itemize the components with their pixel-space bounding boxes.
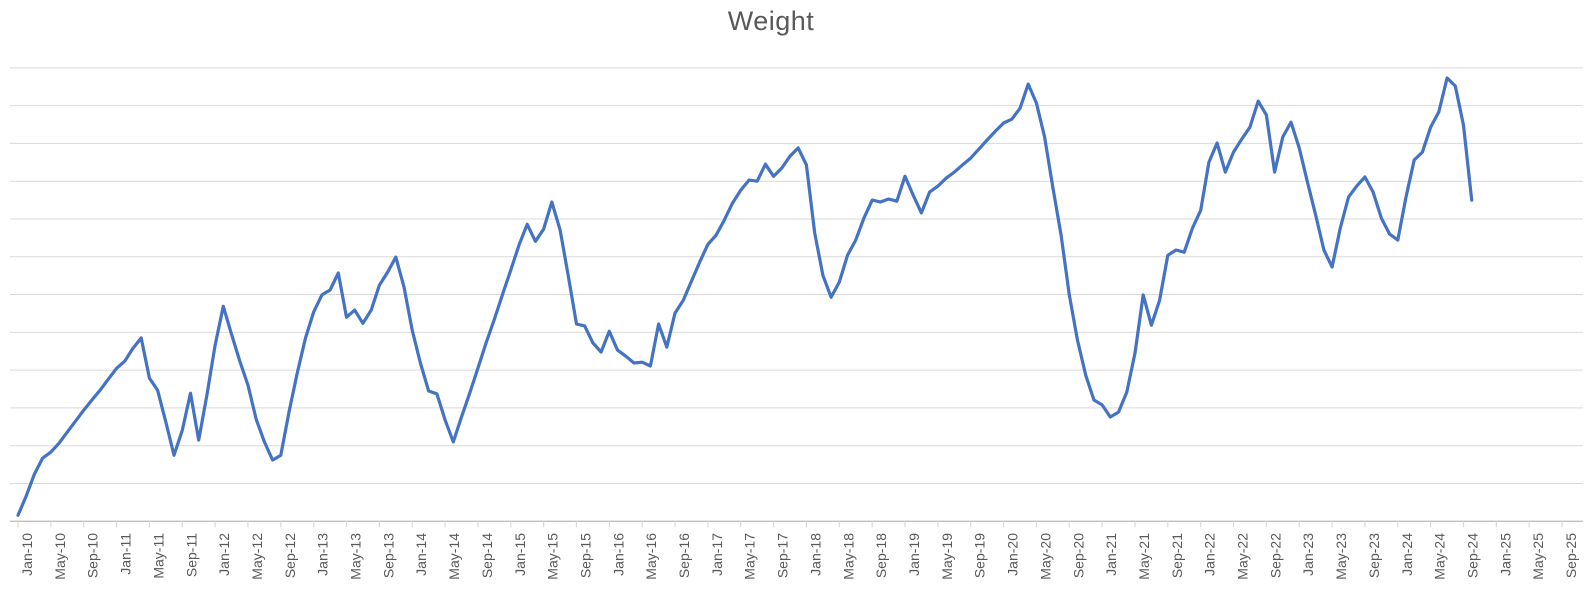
x-axis-label: Sep-23 [1366, 533, 1382, 578]
x-axis-label: May-11 [150, 533, 166, 579]
x-axis-label: Jan-18 [807, 533, 823, 576]
x-axis-label: Jan-22 [1202, 533, 1218, 576]
x-axis-label: Sep-16 [676, 533, 692, 578]
x-axis-label: Sep-22 [1267, 533, 1283, 578]
x-axis-label: Jan-17 [709, 533, 725, 576]
x-axis-label: Jan-25 [1497, 533, 1513, 576]
x-axis-label: May-24 [1432, 533, 1448, 580]
x-axis-label: Jan-16 [610, 533, 626, 576]
x-axis-label: May-12 [249, 533, 265, 580]
x-axis-label: May-18 [840, 533, 856, 580]
x-axis-label: Jan-14 [413, 533, 429, 576]
x-axis-label: May-17 [742, 533, 758, 580]
x-axis-label: Sep-15 [577, 533, 593, 578]
x-axis-label: Sep-17 [775, 533, 791, 578]
x-axis-label: Sep-14 [479, 533, 495, 578]
x-axis-label: Jan-19 [906, 533, 922, 576]
x-axis-label: Sep-24 [1464, 533, 1480, 578]
x-axis-label: Jan-24 [1399, 533, 1415, 576]
x-axis-label: May-15 [545, 533, 561, 580]
x-axis-label: May-23 [1333, 533, 1349, 580]
x-axis-label: Jan-15 [512, 533, 528, 576]
x-axis-label: May-21 [1136, 533, 1152, 580]
x-axis-label: Sep-10 [85, 533, 101, 578]
x-axis-label: Jan-23 [1300, 533, 1316, 576]
x-axis-label: Jan-21 [1103, 533, 1119, 576]
x-axis-label: Sep-19 [972, 533, 988, 578]
x-axis-label: Sep-11 [183, 533, 199, 577]
x-axis-label: May-13 [348, 533, 364, 580]
x-axis-label: May-20 [1037, 533, 1053, 580]
x-axis-label: Sep-12 [282, 533, 298, 578]
x-axis-label: Jan-13 [315, 533, 331, 576]
chart-title: Weight [727, 6, 815, 36]
x-axis-label: May-19 [939, 533, 955, 580]
x-axis-label: Jan-11 [118, 533, 134, 575]
weight-series-line [16, 76, 1474, 517]
x-axis-label: Jan-20 [1005, 533, 1021, 576]
x-axis-label: Sep-21 [1169, 533, 1185, 578]
x-axis-label: Jan-12 [216, 533, 232, 576]
x-axis-label: Jan-10 [19, 533, 35, 576]
x-axis-label: May-10 [52, 533, 68, 580]
x-axis-label: May-16 [643, 533, 659, 580]
x-axis-label: May-25 [1530, 533, 1546, 580]
x-axis-label: Sep-25 [1563, 533, 1579, 578]
x-axis-label: Sep-20 [1070, 533, 1086, 578]
x-axis-label: May-22 [1235, 533, 1251, 580]
x-axis-label: Sep-18 [873, 533, 889, 578]
x-axis-label: May-14 [446, 533, 462, 580]
x-axis-label: Sep-13 [380, 533, 396, 578]
